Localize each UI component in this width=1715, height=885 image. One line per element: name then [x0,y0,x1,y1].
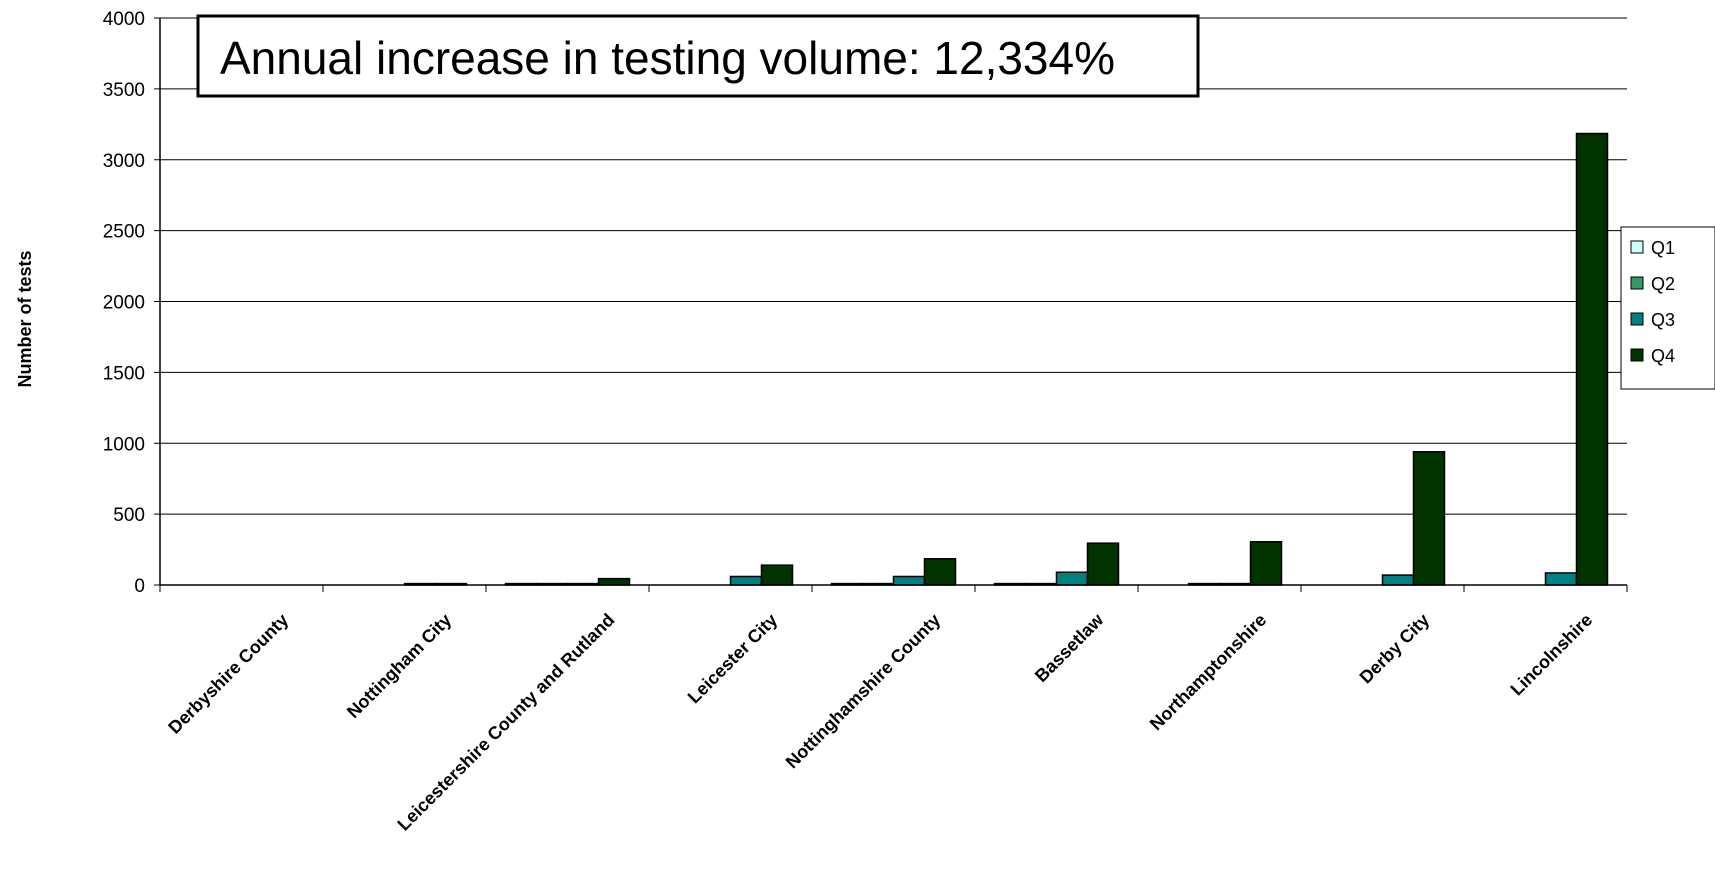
x-category-label: Nottinghamshire County [782,610,945,773]
y-tick-label: 4000 [103,9,145,30]
bar-q3 [1055,571,1089,586]
legend-swatch-q1 [1630,240,1644,254]
y-tick-label: 0 [134,576,145,597]
legend: Q1 Q2 Q3 Q4 [1620,226,1715,390]
x-category-label: Derbyshire County [164,610,292,738]
x-category-label: Lincolnshire [1507,610,1597,700]
y-tick-label: 3500 [103,80,145,101]
y-tick-label: 1500 [103,363,145,384]
bar-q4 [923,558,957,586]
gridlines [160,17,1627,586]
legend-swatch-q4 [1630,348,1644,362]
legend-box [1620,226,1715,390]
legend-label-q2: Q2 [1651,274,1675,294]
labels: 0 500 1000 1500 2000 2500 3000 3500 4000 Derbyshi… [103,9,1597,835]
legend-label-q4: Q4 [1651,346,1675,366]
bar-q4 [1412,451,1446,586]
bar-q4 [1249,541,1283,586]
x-category-label: Leicester City [684,610,782,708]
bar-q3 [729,575,763,586]
bar-q4 [1086,542,1120,586]
annotation-box [196,14,1200,98]
y-tick-label: 3000 [103,151,145,172]
bar-q4 [597,577,631,586]
legend-swatch-q3 [1630,312,1644,326]
x-category-label: Derby City [1356,610,1434,688]
annotation-text: Annual increase in testing volume: 12,33… [220,32,1115,84]
axes [154,17,1628,592]
x-category-label: Northamptonshire [1146,610,1270,734]
y-tick-label: 500 [113,505,145,526]
bar-q4 [760,564,794,586]
y-tick-label: 2500 [103,222,145,243]
y-axis-label: Number of tests [15,250,35,387]
bar-q3 [1381,574,1415,586]
annotation: Annual increase in testing volume: 12,33… [196,14,1200,98]
y-tick-label: 2000 [103,293,145,314]
bar-q4 [1575,132,1609,586]
legend-label-q1: Q1 [1651,238,1675,258]
bar-q3 [1544,572,1578,586]
bar-q3 [892,575,926,586]
x-category-label: Nottingham City [343,610,455,722]
bars [403,132,1609,586]
legend-label-q3: Q3 [1651,310,1675,330]
x-category-label: Bassetlaw [1031,609,1108,686]
legend-swatch-q2 [1630,276,1644,290]
y-tick-label: 1000 [103,434,145,455]
